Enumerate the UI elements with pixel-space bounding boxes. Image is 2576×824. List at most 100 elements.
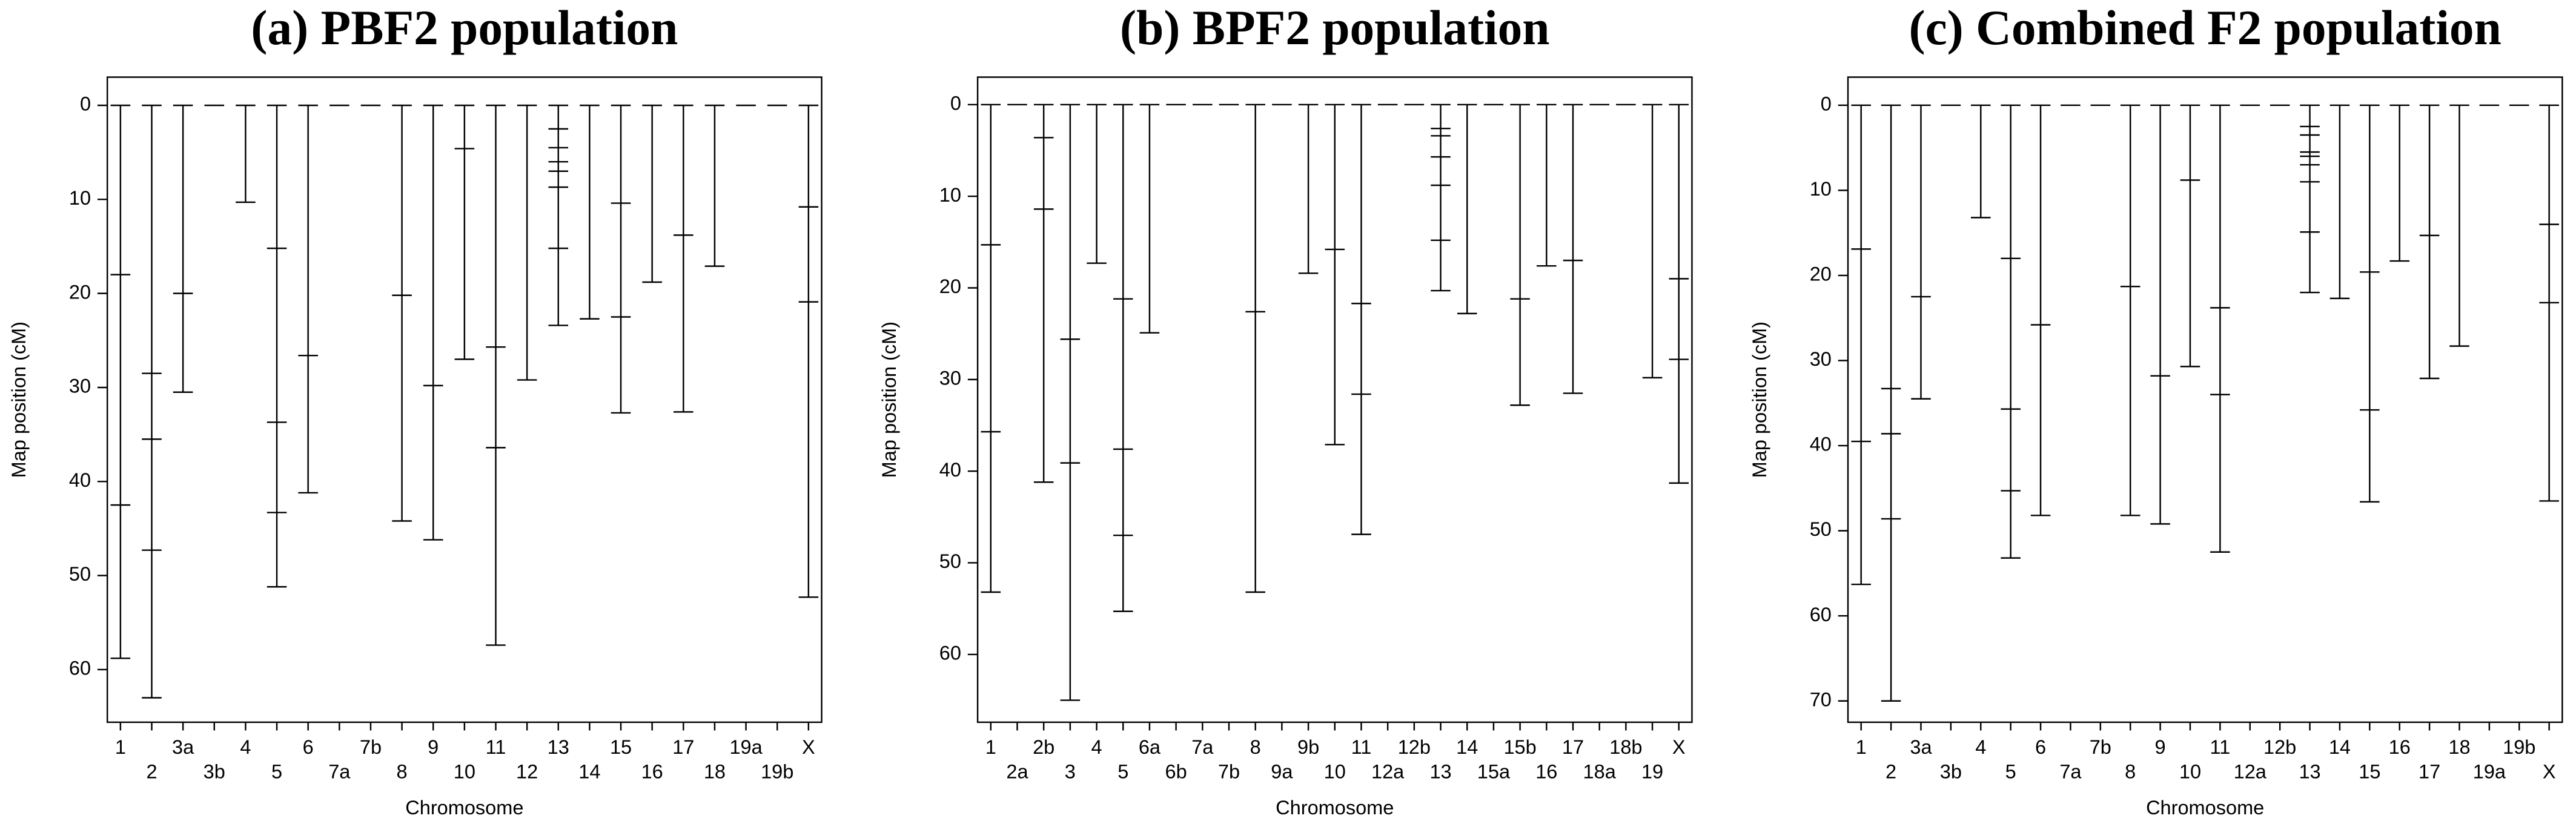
x-tick-label: 6b bbox=[1165, 761, 1187, 783]
y-tick-label: 30 bbox=[939, 367, 961, 389]
y-tick-label: 10 bbox=[939, 184, 961, 206]
y-tick-label: 0 bbox=[80, 93, 91, 115]
x-tick-label: 7a bbox=[2059, 761, 2082, 783]
x-tick-label: 19a bbox=[2473, 761, 2506, 783]
x-tick-label: 7b bbox=[2090, 736, 2111, 758]
y-tick-label: 50 bbox=[69, 563, 91, 585]
x-tick-label: 19b bbox=[2503, 736, 2535, 758]
x-tick-label: 7a bbox=[328, 761, 351, 783]
x-tick-label: 17 bbox=[1562, 736, 1584, 758]
y-tick-label: 10 bbox=[1810, 178, 1832, 200]
x-tick-label: 19b bbox=[761, 761, 793, 783]
chart-title: (c) Combined F2 population bbox=[1909, 1, 2502, 55]
x-tick-label: 15b bbox=[1503, 736, 1536, 758]
x-tick-label: 10 bbox=[1324, 761, 1346, 783]
x-tick-label: 11 bbox=[486, 736, 506, 758]
x-axis-label: Chromosome bbox=[405, 797, 523, 819]
y-axis-label: Map position (cM) bbox=[878, 321, 900, 478]
x-tick-label: 7a bbox=[1191, 736, 1214, 758]
x-tick-label: 1 bbox=[985, 736, 996, 758]
y-tick-label: 40 bbox=[939, 459, 961, 481]
x-tick-label: X bbox=[1672, 736, 1686, 758]
x-tick-label: 2 bbox=[1886, 761, 1896, 783]
x-tick-label: 11 bbox=[2210, 736, 2230, 758]
x-tick-label: 12 bbox=[516, 761, 538, 783]
x-tick-label: 8 bbox=[1250, 736, 1261, 758]
x-tick-label: 1 bbox=[115, 736, 126, 758]
x-axis-label: Chromosome bbox=[2146, 797, 2264, 819]
x-tick-label: 19a bbox=[729, 736, 763, 758]
x-tick-label: X bbox=[2543, 761, 2556, 783]
x-tick-label: 5 bbox=[271, 761, 282, 783]
chart-title: (b) BPF2 population bbox=[1120, 1, 1550, 55]
x-tick-label: 16 bbox=[641, 761, 663, 783]
y-tick-label: 20 bbox=[69, 281, 91, 303]
x-tick-label: 12b bbox=[1398, 736, 1431, 758]
x-tick-label: 12a bbox=[2234, 761, 2267, 783]
x-tick-label: 15a bbox=[1477, 761, 1511, 783]
x-tick-label: 7b bbox=[360, 736, 382, 758]
x-tick-label: 12b bbox=[2263, 736, 2296, 758]
x-tick-label: 18 bbox=[704, 761, 726, 783]
x-tick-label: 9a bbox=[1271, 761, 1293, 783]
x-tick-label: 10 bbox=[2179, 761, 2201, 783]
x-tick-label: 2a bbox=[1006, 761, 1028, 783]
x-tick-label: 8 bbox=[397, 761, 408, 783]
x-tick-label: 7b bbox=[1218, 761, 1240, 783]
x-tick-label: 1 bbox=[1856, 736, 1867, 758]
x-tick-label: 2 bbox=[146, 761, 157, 783]
y-tick-label: 50 bbox=[1810, 518, 1832, 540]
x-tick-label: 13 bbox=[1429, 761, 1451, 783]
y-tick-label: 60 bbox=[939, 642, 961, 664]
x-tick-label: 5 bbox=[2005, 761, 2016, 783]
x-tick-label: 9b bbox=[1297, 736, 1319, 758]
y-tick-label: 20 bbox=[1810, 263, 1832, 285]
y-tick-label: 60 bbox=[1810, 604, 1832, 625]
x-tick-label: 17 bbox=[672, 736, 694, 758]
x-tick-label: 3 bbox=[1065, 761, 1076, 783]
x-tick-label: 5 bbox=[1117, 761, 1128, 783]
y-tick-label: 20 bbox=[939, 275, 961, 297]
x-tick-label: 10 bbox=[454, 761, 475, 783]
x-tick-label: 14 bbox=[1456, 736, 1478, 758]
y-axis-label: Map position (cM) bbox=[8, 321, 30, 478]
x-tick-label: 6a bbox=[1139, 736, 1161, 758]
x-tick-label: 14 bbox=[578, 761, 600, 783]
x-tick-label: 2b bbox=[1033, 736, 1055, 758]
y-tick-label: 40 bbox=[1810, 433, 1832, 455]
x-tick-label: 16 bbox=[1535, 761, 1557, 783]
x-tick-label: 12a bbox=[1371, 761, 1405, 783]
x-tick-label: 18b bbox=[1609, 736, 1642, 758]
x-tick-label: 3b bbox=[204, 761, 225, 783]
y-tick-label: 30 bbox=[69, 375, 91, 397]
chart-title: (a) PBF2 population bbox=[251, 1, 678, 55]
x-tick-label: 14 bbox=[2329, 736, 2351, 758]
x-tick-label: 13 bbox=[2299, 761, 2320, 783]
y-tick-label: 30 bbox=[1810, 348, 1832, 370]
x-tick-label: 9 bbox=[428, 736, 439, 758]
x-axis-label: Chromosome bbox=[1276, 797, 1394, 819]
x-tick-label: 17 bbox=[2419, 761, 2440, 783]
x-tick-label: 4 bbox=[1975, 736, 1986, 758]
x-tick-label: 9 bbox=[2155, 736, 2166, 758]
x-tick-label: 4 bbox=[1091, 736, 1102, 758]
x-tick-label: 18 bbox=[2448, 736, 2470, 758]
x-tick-label: X bbox=[802, 736, 815, 758]
y-tick-label: 0 bbox=[1821, 93, 1832, 114]
y-tick-label: 40 bbox=[69, 469, 91, 491]
x-tick-label: 15 bbox=[610, 736, 632, 758]
x-tick-label: 19 bbox=[1641, 761, 1663, 783]
y-tick-label: 50 bbox=[939, 550, 961, 572]
x-tick-label: 4 bbox=[240, 736, 251, 758]
y-tick-label: 0 bbox=[950, 92, 961, 114]
y-tick-label: 70 bbox=[1810, 688, 1832, 710]
x-tick-label: 18a bbox=[1583, 761, 1617, 783]
x-tick-label: 6 bbox=[2035, 736, 2046, 758]
y-tick-label: 60 bbox=[69, 658, 91, 679]
x-tick-label: 15 bbox=[2359, 761, 2380, 783]
x-tick-label: 16 bbox=[2389, 736, 2411, 758]
x-tick-label: 3a bbox=[172, 736, 194, 758]
x-tick-label: 6 bbox=[303, 736, 314, 758]
